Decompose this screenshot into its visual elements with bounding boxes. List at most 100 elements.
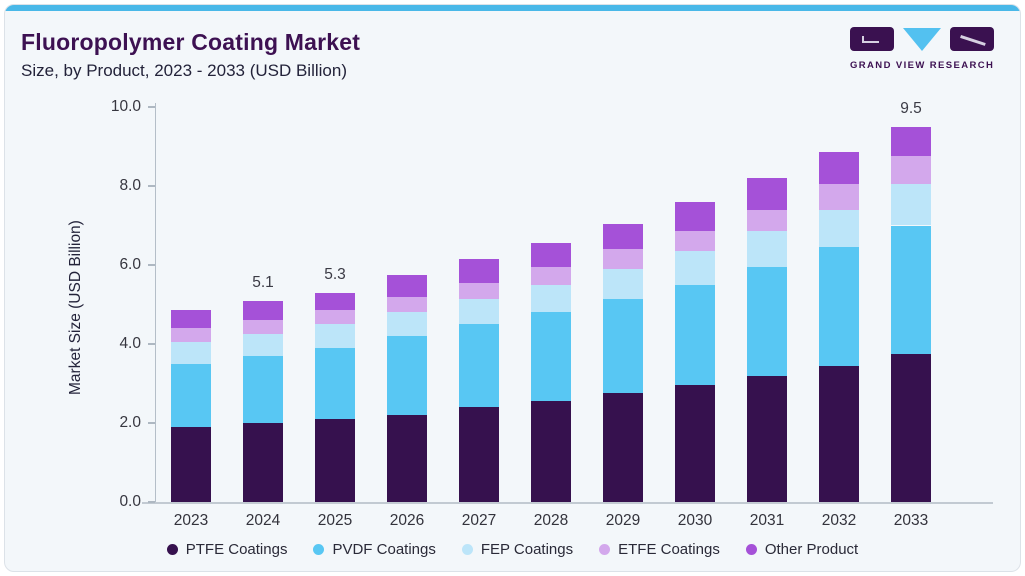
- x-tick-label: 2025: [317, 512, 353, 529]
- bar-segment-other-product: [315, 292, 355, 311]
- x-tick-label: 2026: [389, 512, 425, 529]
- bar-segment-etfe-coatings: [747, 209, 787, 232]
- brand-name: GRAND VIEW RESEARCH: [850, 60, 995, 71]
- bar-segment-fep-coatings: [603, 268, 643, 299]
- legend-label: PVDF Coatings: [332, 540, 436, 558]
- legend-dot-icon: [166, 543, 178, 555]
- legend-item-etfe-coatings: ETFE Coatings: [599, 541, 720, 558]
- bar-segment-ptfe-coatings: [603, 393, 643, 502]
- bar-segment-other-product: [243, 300, 283, 321]
- bar-segment-pvdf-coatings: [243, 355, 283, 423]
- bar-segment-fep-coatings: [891, 184, 931, 226]
- legend-dot-icon: [461, 543, 473, 555]
- bar-segment-fep-coatings: [531, 284, 571, 313]
- x-axis: [142, 502, 993, 504]
- x-tick-label: 2029: [605, 512, 641, 529]
- top-accent-bar: [5, 5, 1020, 11]
- bar-segment-pvdf-coatings: [171, 363, 211, 427]
- bar-value-label: 5.3: [324, 265, 346, 283]
- legend-dot-icon: [745, 543, 757, 555]
- brand-logo: GRAND VIEW RESEARCH: [850, 27, 994, 75]
- legend-item-pvdf-coatings: PVDF Coatings: [313, 540, 436, 558]
- bar-segment-pvdf-coatings: [675, 284, 715, 386]
- legend-label: Other Product: [764, 540, 859, 558]
- x-tick-label: 2030: [677, 512, 713, 529]
- bar-segment-etfe-coatings: [603, 249, 643, 269]
- bar-segment-ptfe-coatings: [675, 385, 715, 502]
- y-tick-label: 8.0: [119, 176, 141, 194]
- bar-segment-etfe-coatings: [243, 320, 283, 335]
- bar-segment-other-product: [387, 274, 427, 297]
- y-axis: [154, 103, 156, 504]
- bar-segment-pvdf-coatings: [387, 336, 427, 416]
- bar-segment-other-product: [603, 223, 643, 250]
- gvr-triangle-icon: [903, 27, 941, 51]
- bar-segment-other-product: [459, 259, 499, 283]
- bar-segment-pvdf-coatings: [531, 312, 571, 402]
- legend-dot-icon: [313, 543, 325, 555]
- legend-item-other-product: Other Product: [745, 540, 859, 558]
- x-tick-label: 2031: [749, 512, 785, 529]
- legend-label: PTFE Coatings: [185, 540, 288, 558]
- x-tick-label: 2024: [245, 512, 281, 529]
- bar-segment-fep-coatings: [459, 298, 499, 325]
- bar-segment-ptfe-coatings: [747, 375, 787, 502]
- y-tick-label: 10.0: [110, 97, 141, 115]
- bar-segment-pvdf-coatings: [819, 247, 859, 366]
- y-tick-mark: [147, 501, 155, 503]
- bar-segment-ptfe-coatings: [243, 423, 283, 502]
- y-tick-mark: [147, 106, 155, 108]
- bar-segment-etfe-coatings: [315, 310, 355, 325]
- bar-segment-pvdf-coatings: [603, 298, 643, 394]
- bar-segment-other-product: [675, 201, 715, 232]
- bar-segment-ptfe-coatings: [891, 353, 931, 502]
- bar-segment-etfe-coatings: [387, 296, 427, 313]
- y-tick-label: 0.0: [119, 492, 141, 510]
- x-tick-label: 2027: [461, 512, 497, 529]
- legend-dot-icon: [599, 543, 611, 555]
- y-tick-mark: [147, 343, 155, 345]
- bar-value-label: 5.1: [252, 273, 274, 291]
- bar-segment-fep-coatings: [387, 312, 427, 337]
- legend-label: ETFE Coatings: [618, 540, 720, 558]
- bar-segment-other-product: [891, 126, 931, 157]
- bar-segment-other-product: [531, 243, 571, 267]
- bar-segment-pvdf-coatings: [747, 266, 787, 376]
- y-tick-label: 2.0: [119, 413, 141, 431]
- x-tick-label: 2028: [533, 512, 569, 529]
- x-tick-label: 2033: [893, 512, 929, 529]
- bar-segment-pvdf-coatings: [315, 347, 355, 420]
- bar-segment-fep-coatings: [315, 324, 355, 348]
- bar-segment-etfe-coatings: [459, 282, 499, 299]
- gvr-g-mark-icon: [850, 27, 894, 51]
- x-tick-label: 2023: [173, 512, 209, 529]
- legend: PTFE Coatings PVDF Coatings FEP Coatings ET…: [5, 538, 1020, 560]
- bar-segment-fep-coatings: [675, 251, 715, 285]
- legend-item-fep-coatings: FEP Coatings: [461, 540, 574, 558]
- y-tick-mark: [147, 185, 155, 187]
- bar-segment-etfe-coatings: [531, 266, 571, 285]
- bar-segment-pvdf-coatings: [459, 324, 499, 408]
- y-tick-label: 4.0: [119, 334, 141, 352]
- bar-segment-other-product: [747, 178, 787, 210]
- gvr-r-mark-icon: [950, 27, 994, 51]
- bar-segment-pvdf-coatings: [891, 225, 931, 354]
- page-subtitle: Size, by Product, 2023 - 2033 (USD Billi…: [21, 61, 347, 80]
- bar-segment-ptfe-coatings: [171, 426, 211, 502]
- bar-segment-ptfe-coatings: [459, 407, 499, 502]
- bar-segment-fep-coatings: [243, 334, 283, 356]
- y-tick-mark: [147, 264, 155, 266]
- bar-segment-ptfe-coatings: [531, 401, 571, 502]
- bar-segment-ptfe-coatings: [819, 365, 859, 502]
- bar-segment-etfe-coatings: [675, 231, 715, 252]
- bar-segment-etfe-coatings: [891, 156, 931, 185]
- x-tick-label: 2032: [821, 512, 857, 529]
- legend-label: FEP Coatings: [480, 540, 574, 558]
- bar-segment-fep-coatings: [819, 209, 859, 248]
- bar-segment-ptfe-coatings: [387, 415, 427, 502]
- page-title: Fluoropolymer Coating Market: [21, 29, 361, 55]
- bar-segment-other-product: [171, 310, 211, 329]
- chart-card: Fluoropolymer Coating Market Size, by Pr…: [4, 4, 1021, 572]
- bar-segment-ptfe-coatings: [315, 419, 355, 502]
- legend-item-ptfe-coatings: PTFE Coatings: [166, 540, 288, 558]
